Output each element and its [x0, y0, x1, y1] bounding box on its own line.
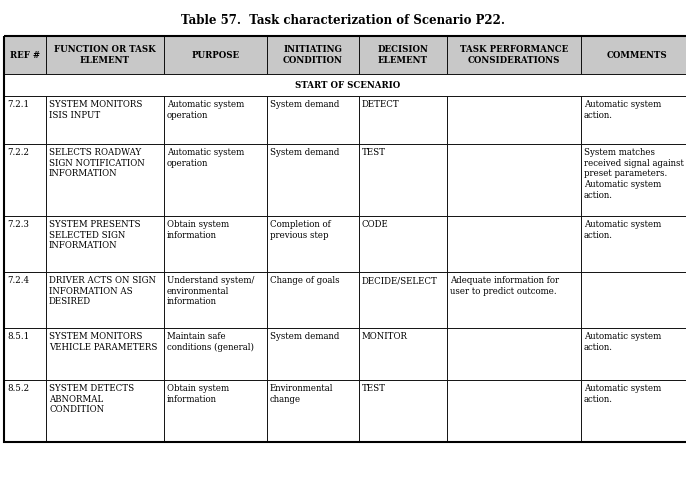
Text: TEST: TEST [362, 148, 386, 157]
Bar [46, 144, 164, 216]
Text: Automatic system
action.: Automatic system action. [584, 384, 661, 404]
Text: Change of goals: Change of goals [270, 276, 340, 285]
Bar [164, 216, 267, 272]
Text: 7.2.4: 7.2.4 [7, 276, 29, 285]
Bar [164, 328, 267, 380]
Text: Completion of
previous step: Completion of previous step [270, 220, 331, 240]
Text: SYSTEM PRESENTS
SELECTED SIGN
INFORMATION: SYSTEM PRESENTS SELECTED SIGN INFORMATIO… [49, 220, 141, 251]
Bar [581, 328, 686, 380]
Bar [46, 328, 164, 380]
Text: Maintain safe
conditions (general): Maintain safe conditions (general) [167, 332, 254, 352]
Text: System demand: System demand [270, 100, 340, 109]
Text: 7.2.1: 7.2.1 [7, 100, 29, 109]
Bar [4, 380, 46, 442]
Bar [447, 272, 581, 328]
Text: 8.5.2: 8.5.2 [7, 384, 29, 393]
Bar [359, 144, 447, 216]
Bar [447, 328, 581, 380]
Bar [4, 216, 46, 272]
Bar [359, 380, 447, 442]
Bar [447, 144, 581, 216]
Text: SYSTEM MONITORS
VEHICLE PARAMETERS: SYSTEM MONITORS VEHICLE PARAMETERS [49, 332, 157, 352]
Bar [447, 36, 581, 74]
Bar [581, 216, 686, 272]
Text: DECIDE/SELECT: DECIDE/SELECT [362, 276, 438, 285]
Text: CODE: CODE [362, 220, 389, 229]
Bar [359, 272, 447, 328]
Bar [581, 36, 686, 74]
Bar [447, 216, 581, 272]
Text: System demand: System demand [270, 148, 340, 157]
Text: Automatic system
operation: Automatic system operation [167, 100, 244, 120]
Bar [359, 216, 447, 272]
Text: DETECT: DETECT [362, 100, 400, 109]
Bar [359, 328, 447, 380]
Text: Understand system/
environmental
information: Understand system/ environmental informa… [167, 276, 255, 306]
Text: SYSTEM MONITORS
ISIS INPUT: SYSTEM MONITORS ISIS INPUT [49, 100, 143, 120]
Bar [164, 380, 267, 442]
Text: TEST: TEST [362, 384, 386, 393]
Bar [581, 272, 686, 328]
Bar [164, 272, 267, 328]
Text: FUNCTION OR TASK
ELEMENT: FUNCTION OR TASK ELEMENT [54, 45, 156, 65]
Bar [4, 36, 46, 74]
Text: Automatic system
action.: Automatic system action. [584, 332, 661, 352]
Bar [46, 380, 164, 442]
Bar [581, 380, 686, 442]
Bar [359, 36, 447, 74]
Text: TASK PERFORMANCE
CONSIDERATIONS: TASK PERFORMANCE CONSIDERATIONS [460, 45, 568, 65]
Bar [46, 216, 164, 272]
Text: INITIATING
CONDITION: INITIATING CONDITION [283, 45, 343, 65]
Bar [4, 272, 46, 328]
Text: Automatic system
action.: Automatic system action. [584, 100, 661, 120]
Text: REF #: REF # [10, 50, 40, 60]
Text: SELECTS ROADWAY
SIGN NOTIFICATION
INFORMATION: SELECTS ROADWAY SIGN NOTIFICATION INFORM… [49, 148, 145, 179]
Text: Automatic system
action.: Automatic system action. [584, 220, 661, 240]
Text: MONITOR: MONITOR [362, 332, 408, 341]
Text: 8.5.1: 8.5.1 [7, 332, 29, 341]
Bar [164, 96, 267, 144]
Text: SYSTEM DETECTS
ABNORMAL
CONDITION: SYSTEM DETECTS ABNORMAL CONDITION [49, 384, 134, 414]
Bar [267, 328, 359, 380]
Bar [267, 144, 359, 216]
Bar [359, 96, 447, 144]
Bar [46, 272, 164, 328]
Bar [581, 96, 686, 144]
Text: 7.2.3: 7.2.3 [7, 220, 29, 229]
Bar [46, 36, 164, 74]
Text: COMMENTS: COMMENTS [606, 50, 667, 60]
Bar [447, 380, 581, 442]
Text: Table 57.  Task characterization of Scenario P22.: Table 57. Task characterization of Scena… [181, 14, 505, 27]
Bar [4, 36, 686, 442]
Bar [581, 144, 686, 216]
Bar [267, 272, 359, 328]
Text: 7.2.2: 7.2.2 [7, 148, 29, 157]
Bar [267, 36, 359, 74]
Text: Obtain system
information: Obtain system information [167, 220, 229, 240]
Text: System demand: System demand [270, 332, 340, 341]
Text: Environmental
change: Environmental change [270, 384, 333, 404]
Text: Adequate information for
user to predict outcome.: Adequate information for user to predict… [450, 276, 559, 296]
Text: START OF SCENARIO: START OF SCENARIO [296, 80, 401, 90]
Bar [4, 74, 686, 96]
Bar [4, 144, 46, 216]
Bar [4, 96, 46, 144]
Bar [164, 36, 267, 74]
Text: Automatic system
operation: Automatic system operation [167, 148, 244, 168]
Bar [164, 144, 267, 216]
Bar [4, 328, 46, 380]
Bar [46, 96, 164, 144]
Text: DRIVER ACTS ON SIGN
INFORMATION AS
DESIRED: DRIVER ACTS ON SIGN INFORMATION AS DESIR… [49, 276, 156, 306]
Bar [267, 96, 359, 144]
Bar [267, 380, 359, 442]
Bar [267, 216, 359, 272]
Text: Obtain system
information: Obtain system information [167, 384, 229, 404]
Bar [447, 96, 581, 144]
Text: DECISION
ELEMENT: DECISION ELEMENT [377, 45, 429, 65]
Text: PURPOSE: PURPOSE [191, 50, 239, 60]
Text: System matches
received signal against
preset parameters.
Automatic system
actio: System matches received signal against p… [584, 148, 684, 200]
